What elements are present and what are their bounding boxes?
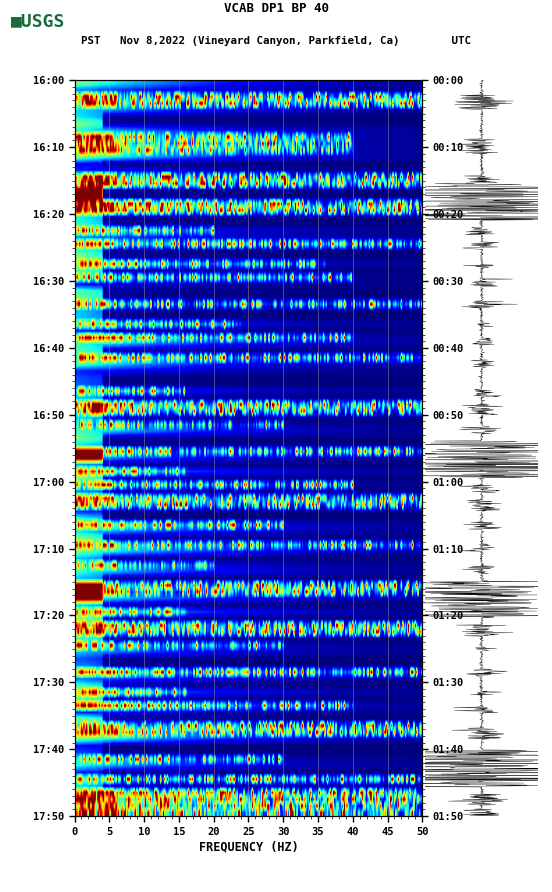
Text: PST   Nov 8,2022 (Vineyard Canyon, Parkfield, Ca)        UTC: PST Nov 8,2022 (Vineyard Canyon, Parkfie… — [81, 36, 471, 46]
Text: ■USGS: ■USGS — [11, 12, 66, 30]
X-axis label: FREQUENCY (HZ): FREQUENCY (HZ) — [199, 841, 298, 854]
Text: VCAB DP1 BP 40: VCAB DP1 BP 40 — [224, 2, 328, 14]
